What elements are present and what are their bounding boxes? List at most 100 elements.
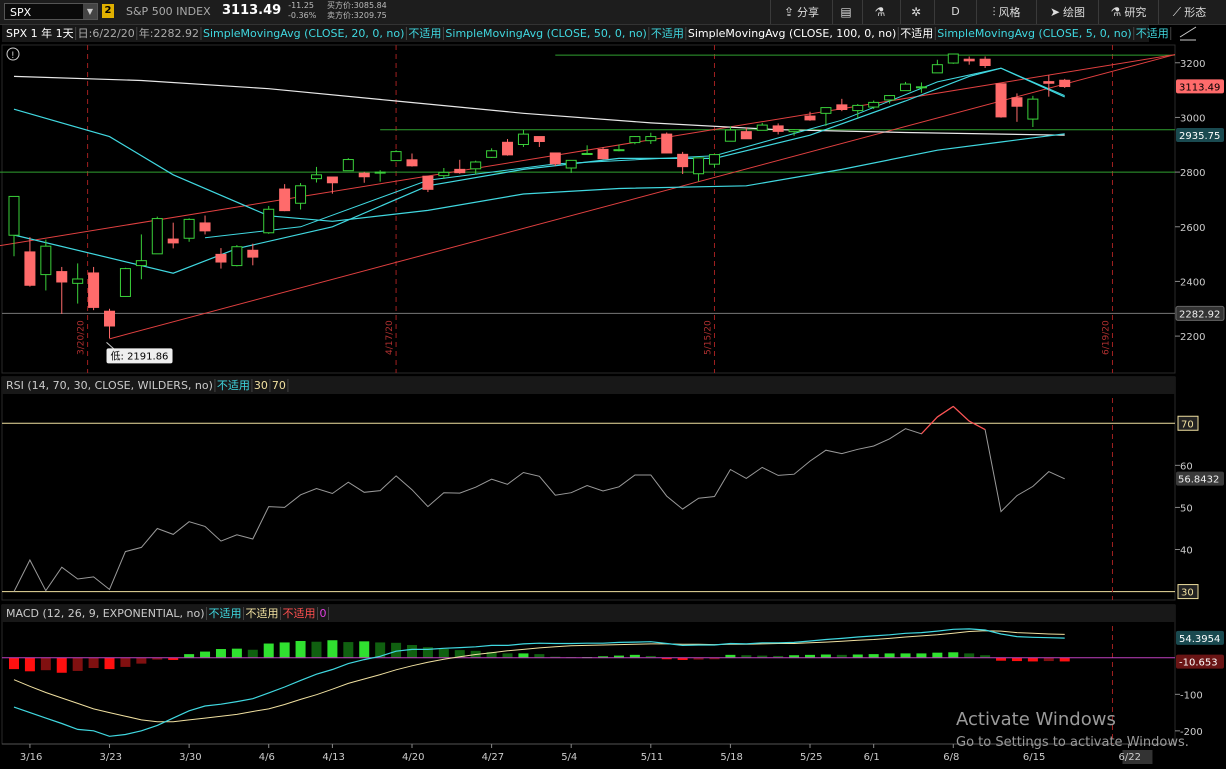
share-label: 分享: [797, 6, 820, 19]
macd-histogram-bar: [40, 657, 51, 671]
macd-histogram-bar: [964, 653, 975, 658]
link-group-badge[interactable]: 2: [102, 4, 114, 18]
date-marker-label: 3/20/20: [77, 320, 87, 355]
chevron-down-icon[interactable]: ▼: [83, 4, 97, 19]
price-header-item: 不适用: [408, 27, 441, 40]
activation-watermark-title: Activate Windows: [956, 709, 1116, 730]
x-tick-label: 6/15: [1023, 752, 1045, 763]
macd-histogram-bar: [1043, 657, 1054, 662]
macd-histogram-bar: [996, 657, 1007, 661]
sma5-line: [204, 67, 1065, 239]
macd-header-item: 不适用: [209, 607, 242, 620]
candle: [1043, 75, 1055, 97]
x-tick-label: 4/20: [402, 752, 424, 763]
price-axis-label: 2935.75: [1179, 131, 1220, 142]
macd-histogram-bar: [24, 657, 35, 672]
candle: [868, 100, 880, 109]
macd-plot: [2, 626, 1224, 744]
macd-tick-label: -100: [1180, 690, 1203, 701]
cursor-icon: ➤: [1049, 5, 1061, 19]
candle-body: [215, 253, 227, 263]
candle: [470, 160, 482, 175]
macd-histogram-bar: [773, 655, 784, 658]
macd-histogram-bar: [200, 651, 211, 658]
candle: [693, 157, 705, 182]
bid-ask: 买方价:3085.84 卖方价:3209.75: [327, 1, 387, 21]
candle-body: [72, 278, 84, 284]
macd-histogram-bar: [518, 653, 529, 658]
candle: [342, 158, 354, 172]
candle: [390, 150, 402, 162]
candle: [119, 267, 131, 297]
ask-value: 卖方价:3209.75: [327, 11, 387, 20]
symbol-value: SPX: [10, 6, 32, 19]
candle-body: [772, 125, 784, 132]
style-icon: ⫶: [992, 5, 996, 19]
price-header-item: SimpleMovingAvg (CLOSE, 50, 0, no): [445, 27, 646, 40]
settings-button[interactable]: ✲: [900, 0, 934, 24]
candle-body: [342, 159, 354, 172]
info-icon-glyph: !: [11, 51, 15, 61]
candle: [88, 266, 100, 311]
macd-last-label: 54.3954: [1179, 634, 1220, 645]
x-tick-label: 5/18: [720, 752, 742, 763]
flask-button[interactable]: ⚗: [862, 0, 900, 24]
notes-button[interactable]: ▤: [832, 0, 862, 24]
last-price: 3113.49: [222, 3, 282, 18]
macd-histogram-bar: [56, 657, 67, 673]
macd-histogram-bar: [980, 655, 991, 658]
macd-histogram-bar: [247, 649, 258, 658]
share-button[interactable]: ⇪ 分享: [770, 0, 832, 24]
rsi-header-bg: [2, 377, 1175, 394]
candle-body: [931, 64, 943, 74]
symbol-input[interactable]: SPX ▼: [4, 3, 98, 20]
macd-histogram-bar: [343, 642, 354, 658]
macd-histogram-bar: [375, 642, 386, 658]
macd-header-bg: [2, 605, 1175, 622]
candle: [406, 153, 418, 167]
price-axis-label: 3113.49: [1179, 82, 1220, 93]
change-percent: -0.36%: [288, 11, 317, 20]
candle: [915, 82, 927, 93]
activation-watermark-subtitle: Go to Settings to activate Windows.: [956, 735, 1189, 750]
price-header-item: SimpleMovingAvg (CLOSE, 5, 0, no): [937, 27, 1131, 40]
candle-body: [167, 238, 179, 244]
chart-area[interactable]: SPX 1 年 1天 日:6/22/20 年:2282.92 SimpleMoving…: [0, 25, 1226, 769]
candle: [104, 308, 116, 339]
candle-body: [963, 58, 975, 62]
macd-tick-label: -200: [1180, 727, 1203, 738]
candle: [884, 95, 896, 104]
candle: [151, 216, 163, 255]
candle-body: [581, 153, 593, 156]
candle-body: [597, 148, 609, 160]
macd-histogram-bar: [168, 657, 179, 660]
candle: [597, 147, 609, 160]
candle: [533, 136, 545, 147]
macd-histogram-bar: [136, 657, 147, 664]
candle-body: [788, 129, 800, 133]
macd-histogram-bar: [661, 657, 672, 660]
patterns-button[interactable]: ⟋ 形态: [1158, 0, 1220, 24]
candle: [724, 126, 736, 142]
date-marker-label: 5/15/20: [703, 320, 713, 355]
candle: [374, 170, 386, 182]
studies-button[interactable]: ⚗ 研究: [1098, 0, 1158, 24]
candle-body: [549, 152, 561, 165]
candle-body: [629, 136, 641, 144]
macd-histogram-bar: [725, 654, 736, 658]
candle: [995, 83, 1007, 118]
candle: [836, 98, 848, 112]
candle: [740, 127, 752, 140]
drawing-button[interactable]: ➤ 绘图: [1036, 0, 1098, 24]
macd-histogram-bar: [852, 654, 863, 658]
candle: [295, 183, 307, 210]
candle-body: [724, 129, 736, 142]
macd-histogram-bar: [454, 650, 465, 658]
macd-histogram-bar: [645, 655, 656, 658]
timeframe-button[interactable]: D: [934, 0, 976, 24]
macd-header-item: 不适用: [246, 607, 279, 620]
rsi-header: RSI (14, 70, 30, CLOSE, WILDERS, no) 不适用 3…: [2, 377, 1175, 394]
change-value: -11.25: [288, 1, 314, 10]
macd-histogram-bar: [693, 657, 704, 660]
style-button[interactable]: ⫶ 风格: [976, 0, 1036, 24]
